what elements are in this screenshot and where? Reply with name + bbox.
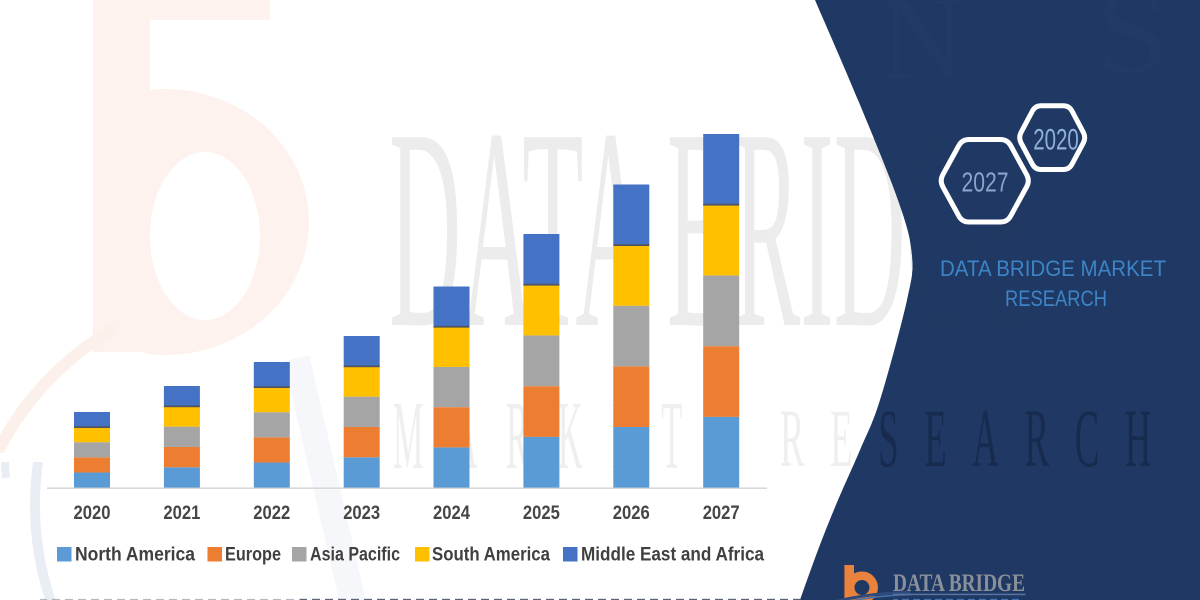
svg-text:Asia Pacific: Asia Pacific (310, 545, 400, 566)
svg-text:2023: 2023 (343, 502, 380, 524)
svg-text:2022: 2022 (253, 502, 290, 524)
svg-text:S: S (1095, 0, 1170, 98)
svg-text:2024: 2024 (433, 502, 470, 524)
svg-text:2027: 2027 (962, 167, 1009, 198)
svg-text:DATA BRIDGE: DATA BRIDGE (893, 568, 1025, 597)
svg-text:N: N (880, 0, 965, 104)
svg-text:RESEARCH: RESEARCH (1005, 286, 1107, 311)
svg-text:2020: 2020 (1033, 124, 1079, 157)
svg-text:DATA BRIDGE MARKET: DATA BRIDGE MARKET (940, 256, 1166, 281)
svg-text:Europe: Europe (225, 545, 281, 566)
svg-text:2027: 2027 (703, 502, 740, 524)
svg-text:2020: 2020 (74, 502, 111, 524)
svg-text:2021: 2021 (163, 502, 200, 524)
svg-text:North America: North America (75, 545, 195, 566)
svg-text:MARKET: MARKET (393, 382, 711, 490)
svg-text:2026: 2026 (613, 502, 650, 524)
svg-text:South America: South America (432, 545, 550, 566)
svg-text:Middle East and Africa: Middle East and Africa (581, 545, 764, 566)
svg-text:2025: 2025 (523, 502, 560, 524)
